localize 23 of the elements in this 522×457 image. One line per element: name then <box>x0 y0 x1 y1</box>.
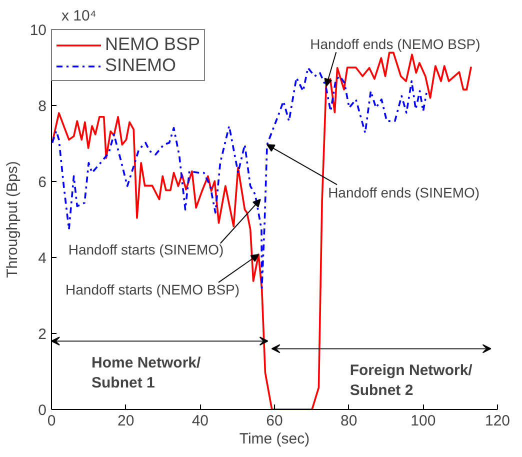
legend-label: NEMO BSP <box>105 34 200 55</box>
x-tick-label: 20 <box>117 412 134 430</box>
x-tick-label: 40 <box>192 412 209 430</box>
annotation: Handoff starts (SINEMO) <box>68 241 224 258</box>
y-tick-label: 4 <box>38 250 46 267</box>
y-axis-title: Throughput (Bps) <box>4 161 21 278</box>
annotation: Handoff ends (NEMO BSP) <box>310 36 480 52</box>
text: x 10⁴ <box>62 8 96 24</box>
y-tick-label: 2 <box>38 326 46 343</box>
annotation: Home Network/ Subnet 1 <box>92 354 202 392</box>
annotation: Foreign Network/ Subnet 2 <box>350 362 474 400</box>
y-tick-label: 8 <box>38 98 46 115</box>
y-tick-label: 0 <box>38 402 46 419</box>
x-tick-label: 80 <box>340 412 358 430</box>
legend-label: SINEMO <box>105 55 176 76</box>
y-tick-label: 6 <box>38 174 46 191</box>
annotation: Handoff ends (SINEMO) <box>328 184 480 201</box>
annotation: Handoff starts (NEMO BSP) <box>66 281 240 298</box>
x-tick-label: 100 <box>410 412 436 430</box>
y-tick-label: 10 <box>30 22 47 39</box>
x-axis-title: Time (sec) <box>239 430 310 448</box>
x-tick-label: 120 <box>484 412 510 430</box>
x-tick-label: 60 <box>266 412 283 430</box>
